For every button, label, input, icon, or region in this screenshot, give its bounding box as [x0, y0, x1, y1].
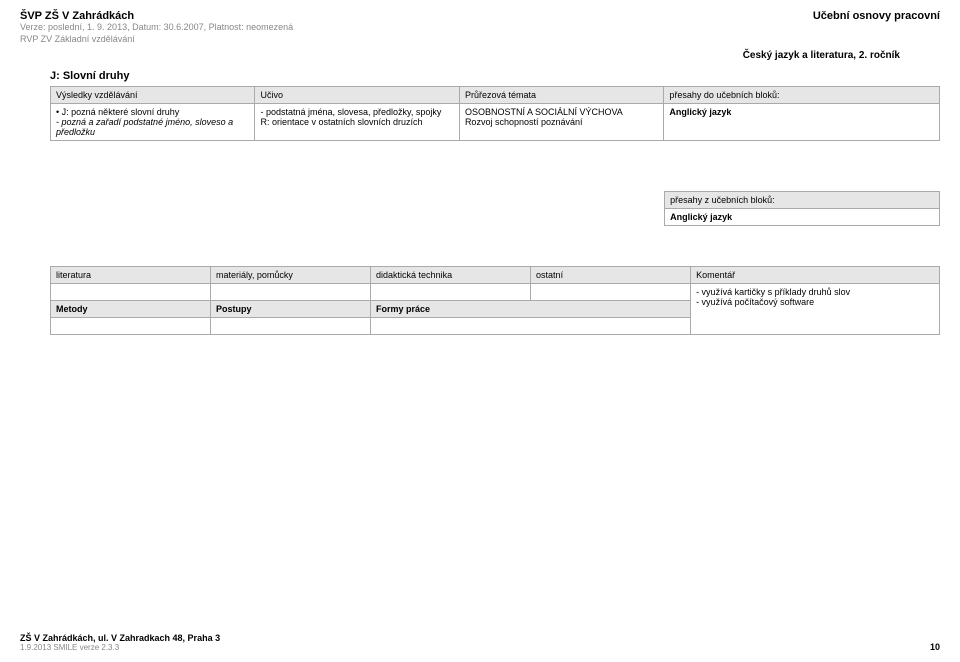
cell-didakticka: [371, 284, 531, 301]
cell-prurezova: OSOBNOSTNÍ A SOCIÁLNÍ VÝCHOVA Rozvoj sch…: [459, 104, 663, 141]
page-number: 10: [930, 642, 940, 652]
cell-materialy: [211, 284, 371, 301]
bullet-item: J: pozná některé slovní druhy: [56, 107, 179, 117]
doc-title: ŠVP ZŠ V Zahrádkách: [20, 10, 293, 22]
th-vysledky: Výsledky vzdělávání: [51, 87, 255, 104]
cell-komentar: - využívá kartičky s příklady druhů slov…: [691, 284, 940, 335]
th-komentar: Komentář: [691, 267, 940, 284]
th-ostatni: ostatní: [531, 267, 691, 284]
cell-vysledky: J: pozná některé slovní druhy - pozná a …: [51, 104, 255, 141]
ucivo-line-1: - podstatná jména, slovesa, předložky, s…: [260, 107, 441, 117]
th-literatura: literatura: [51, 267, 211, 284]
th-prurezova: Průřezová témata: [459, 87, 663, 104]
cell-literatura: [51, 284, 211, 301]
ucivo-line-2: R: orientace v ostatních slovních druzíc…: [260, 117, 422, 127]
main-table: Výsledky vzdělávání Učivo Průřezová téma…: [50, 86, 940, 141]
komentar-line-1: - využívá kartičky s příklady druhů slov: [696, 287, 850, 297]
th-materialy: materiály, pomůcky: [211, 267, 371, 284]
lower-table: literatura materiály, pomůcky didaktická…: [50, 266, 940, 335]
footer-address: ZŠ V Zahrádkách, ul. V Zahradkach 48, Pr…: [20, 633, 940, 643]
presahy-z-block: přesahy z učebních bloků: Anglický jazyk: [664, 191, 940, 226]
presahy-z-val: Anglický jazyk: [665, 209, 940, 226]
cell-ostatni: [531, 284, 691, 301]
th-formy: Formy práce: [371, 301, 691, 318]
doc-meta-1: Verze: poslední, 1. 9. 2013, Datum: 30.6…: [20, 22, 293, 34]
footer-meta: 1.9.2013 SMILE verze 2.3.3: [20, 643, 940, 652]
cell-ucivo: - podstatná jména, slovesa, předložky, s…: [255, 104, 459, 141]
cell-formy: [371, 318, 691, 335]
th-presahy-z: přesahy z učebních bloků:: [665, 192, 940, 209]
sub-italic: - pozná a zařadí podstatné jméno, sloves…: [56, 117, 233, 137]
cell-postupy: [211, 318, 371, 335]
th-didakticka: didaktická technika: [371, 267, 531, 284]
cell-metody: [51, 318, 211, 335]
prurezova-sub: Rozvoj schopností poznávání: [465, 117, 583, 127]
doc-meta-2: RVP ZV Základní vzdělávání: [20, 34, 293, 46]
subject-line: Český jazyk a literatura, 2. ročník: [743, 50, 900, 61]
th-metody: Metody: [51, 301, 211, 318]
komentar-line-2: - využívá počítačový software: [696, 297, 814, 307]
prurezova-head: OSOBNOSTNÍ A SOCIÁLNÍ VÝCHOVA: [465, 107, 623, 117]
presahy-do-val: Anglický jazyk: [669, 107, 731, 117]
cell-presahy-do: Anglický jazyk: [664, 104, 940, 141]
th-ucivo: Učivo: [255, 87, 459, 104]
doc-heading-right: Učební osnovy pracovní: [813, 10, 940, 22]
th-presahy-do: přesahy do učebních bloků:: [664, 87, 940, 104]
section-title: J: Slovní druhy: [50, 70, 940, 82]
th-postupy: Postupy: [211, 301, 371, 318]
